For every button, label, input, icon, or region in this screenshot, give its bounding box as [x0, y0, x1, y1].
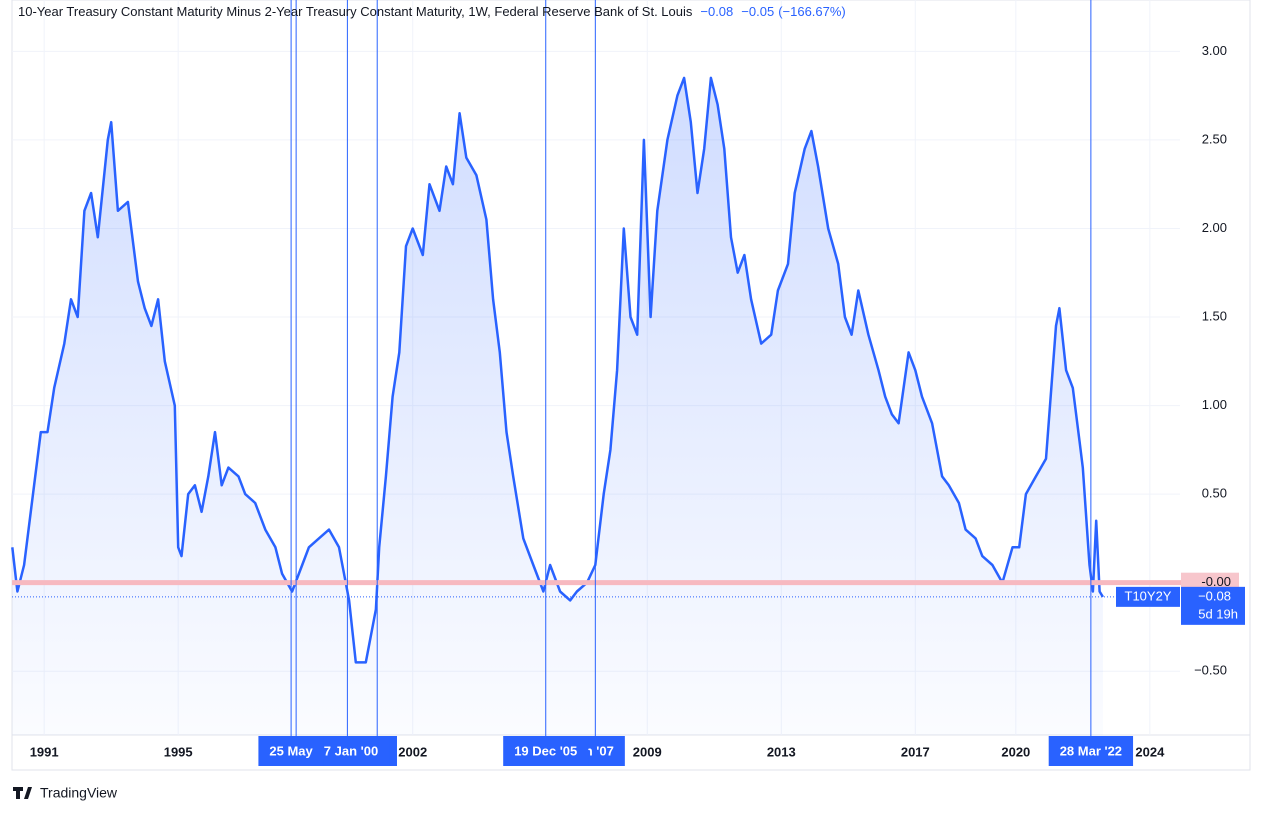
- chart-title: 10-Year Treasury Constant Maturity Minus…: [18, 4, 846, 19]
- chart-frame: [11, 0, 1251, 771]
- brand-logo: [13, 787, 32, 799]
- marker-label: 28 Mar '22: [1060, 743, 1122, 758]
- x-tick-label: 2013: [767, 744, 796, 759]
- x-tick-label: 1995: [164, 744, 193, 759]
- marker-label-bg: [503, 736, 589, 766]
- x-tick-label: 2009: [633, 744, 662, 759]
- last-value-label-bg: [1181, 586, 1245, 625]
- last-value: −0.08: [700, 4, 733, 19]
- change: −0.05: [741, 4, 774, 19]
- marker-label: 25 May: [269, 743, 313, 758]
- x-tick-label: 1991: [30, 744, 59, 759]
- marker-label: 19 Dec '05: [514, 743, 577, 758]
- marker-label-bg: [1048, 736, 1134, 766]
- x-tick-label: 2020: [1001, 744, 1030, 759]
- x-tick-label: 2002: [398, 744, 427, 759]
- change-pct: (−166.67%): [778, 4, 846, 19]
- y-tick-label: 0.50: [1202, 486, 1227, 501]
- series-line: [11, 76, 1104, 664]
- marker-label: 17 Jan '00: [317, 743, 379, 758]
- last-value-label: −0.08: [1198, 588, 1231, 603]
- area-fill: [12, 77, 1103, 735]
- symbol-label-bg: [1116, 586, 1180, 607]
- y-tick-label: 3.00: [1202, 43, 1227, 58]
- marker-label-bg: [258, 736, 324, 766]
- y-tick-label: 1.50: [1202, 308, 1227, 323]
- x-tick-label: 2024: [1135, 744, 1165, 759]
- y-tick-label: 2.00: [1202, 220, 1227, 235]
- brand: TradingView: [13, 785, 118, 801]
- countdown-label: 5d 19h: [1198, 606, 1238, 621]
- x-tick-label: 2017: [901, 744, 930, 759]
- y-tick-label: −0.50: [1194, 663, 1227, 678]
- zero-line-label: -0.00: [1201, 574, 1231, 589]
- y-tick-label: 1.00: [1202, 397, 1227, 412]
- title: 10-Year Treasury Constant Maturity Minus…: [18, 4, 693, 19]
- y-tick-label: 2.50: [1202, 131, 1227, 146]
- brand-text: TradingView: [40, 785, 118, 801]
- symbol-label: T10Y2Y: [1125, 588, 1172, 603]
